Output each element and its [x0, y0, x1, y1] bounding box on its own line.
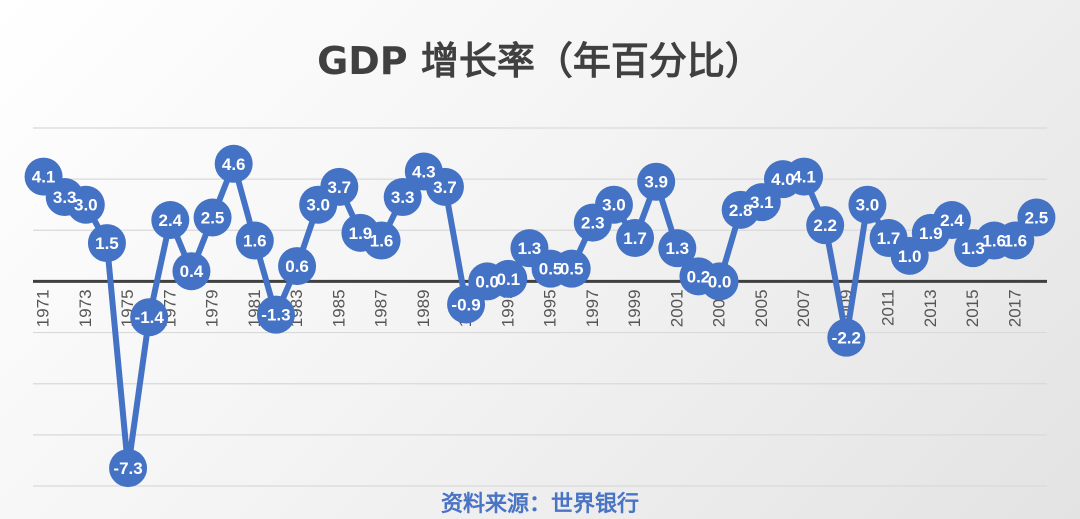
data-label: -1.3	[261, 306, 290, 325]
data-label: 3.1	[750, 193, 774, 212]
data-label: -1.4	[135, 308, 165, 327]
chart-source: 资料来源：世界银行	[440, 492, 639, 517]
data-point	[256, 295, 295, 334]
data-label: 0.5	[539, 260, 563, 279]
data-point	[616, 218, 655, 257]
data-point	[637, 162, 676, 201]
data-label: 2.4	[158, 211, 182, 230]
x-tick-label: 1987	[372, 289, 391, 327]
data-label: 2.8	[729, 201, 753, 220]
data-label: 4.1	[792, 168, 816, 187]
x-tick-label: 2001	[667, 289, 686, 327]
data-point	[827, 318, 866, 357]
data-label: 1.0	[898, 247, 922, 266]
data-point	[425, 167, 464, 206]
data-label: -7.3	[113, 459, 142, 478]
x-tick-label: 1995	[541, 289, 560, 327]
data-label: 0.5	[560, 260, 584, 279]
x-tick-label: 2013	[921, 289, 940, 327]
data-point	[193, 198, 232, 237]
x-tick-label: 1971	[34, 289, 53, 327]
data-label: -0.9	[451, 295, 480, 314]
x-tick-label: 2017	[1005, 289, 1024, 327]
data-label: 3.3	[391, 188, 415, 207]
data-label: 1.3	[961, 239, 985, 258]
data-label: -2.2	[832, 329, 861, 348]
data-label: 1.6	[1003, 232, 1027, 251]
data-point	[594, 185, 633, 224]
x-tick-label: 1985	[329, 289, 348, 327]
data-point	[383, 178, 422, 217]
data-label: 1.6	[982, 232, 1006, 251]
data-point	[151, 201, 190, 240]
data-point	[172, 252, 211, 291]
data-label: 1.7	[877, 229, 901, 248]
data-label: 3.0	[74, 196, 98, 215]
data-point	[1017, 198, 1056, 237]
data-point	[785, 157, 824, 196]
x-tick-label: 1973	[76, 289, 95, 327]
data-label: 1.9	[349, 224, 373, 243]
data-label: 1.5	[95, 234, 119, 253]
data-label: 0.0	[708, 272, 732, 291]
data-label: 4.3	[412, 162, 436, 181]
data-point	[362, 221, 401, 260]
data-point	[66, 185, 105, 224]
data-label: 2.5	[1025, 209, 1049, 228]
data-label: 2.3	[581, 214, 605, 233]
x-tick-label: 1979	[203, 289, 222, 327]
data-point	[489, 259, 528, 298]
x-tick-label: 1989	[414, 289, 433, 327]
x-tick-label: 1999	[625, 289, 644, 327]
data-label: 0.4	[180, 262, 204, 281]
x-tick-label: 1993	[498, 289, 517, 327]
x-tick-label: 2005	[752, 289, 771, 327]
x-tick-label: 1997	[583, 289, 602, 327]
data-label: 0.0	[475, 272, 499, 291]
data-point	[235, 221, 274, 260]
data-point	[87, 224, 126, 263]
data-label: 0.6	[285, 257, 309, 276]
data-label: 3.0	[856, 196, 880, 215]
x-tick-label: 2011	[879, 289, 898, 326]
data-label: 3.0	[602, 196, 626, 215]
data-point	[932, 201, 971, 240]
data-label: 1.9	[919, 224, 943, 243]
data-point	[214, 144, 253, 183]
data-label: 3.0	[306, 196, 330, 215]
data-label: 0.2	[687, 267, 711, 286]
data-point	[658, 229, 697, 268]
data-label: 3.9	[644, 173, 668, 192]
data-point	[109, 449, 148, 488]
data-point	[700, 262, 739, 301]
data-point	[130, 298, 169, 337]
data-label: 1.3	[665, 239, 689, 258]
data-label: 1.7	[623, 229, 647, 248]
x-tick-label: 2015	[963, 289, 982, 327]
data-label: 1.6	[243, 232, 267, 251]
x-tick-label: 2007	[794, 289, 813, 327]
data-label: 2.2	[813, 216, 837, 235]
data-point	[552, 249, 591, 288]
data-label: 4.6	[222, 155, 246, 174]
data-label: 2.5	[201, 209, 225, 228]
data-point	[278, 247, 317, 286]
data-label: 3.7	[433, 178, 457, 197]
data-label: 3.7	[327, 178, 351, 197]
data-point	[320, 167, 359, 206]
data-label: 4.1	[32, 168, 56, 187]
data-point	[806, 206, 845, 245]
data-label: 3.3	[53, 188, 77, 207]
data-label: 0.1	[496, 270, 520, 289]
data-point	[848, 185, 887, 224]
data-label: 1.6	[370, 232, 394, 251]
data-label: 1.3	[518, 239, 542, 258]
data-label: 4.0	[771, 170, 795, 189]
chart-title: GDP 增长率（年百分比）	[317, 39, 763, 83]
data-label: 2.4	[940, 211, 964, 230]
